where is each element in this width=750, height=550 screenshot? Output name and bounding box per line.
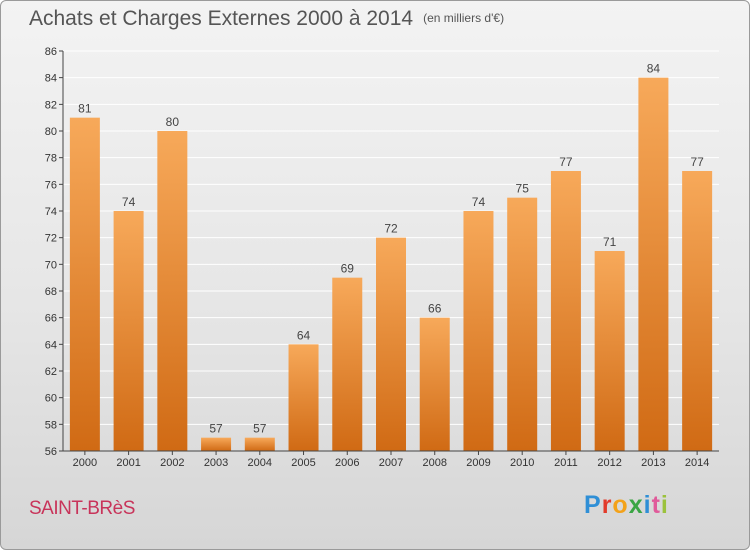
x-tick-label: 2005: [291, 457, 315, 469]
bar-value-label: 80: [166, 115, 180, 129]
x-tick-label: 2004: [248, 457, 272, 469]
x-tick-label: 2011: [554, 457, 578, 469]
x-tick-label: 2009: [466, 457, 490, 469]
bar: [244, 437, 275, 451]
bar: [638, 77, 669, 452]
y-tick-label: 58: [45, 419, 57, 431]
bar: [594, 251, 625, 451]
logo-letter: t: [651, 491, 661, 519]
x-tick-label: 2008: [422, 457, 446, 469]
bar: [419, 317, 450, 451]
bar: [69, 117, 100, 452]
bar: [463, 211, 494, 451]
y-tick-label: 82: [45, 99, 57, 111]
bar-value-label: 57: [253, 422, 267, 436]
bar-value-label: 66: [428, 302, 442, 316]
bar-value-label: 74: [472, 195, 486, 209]
chart-title-text: Achats et Charges Externes 2000 à 2014: [29, 7, 414, 30]
x-tick-label: 2014: [685, 457, 709, 469]
x-tick-label: 2003: [204, 457, 228, 469]
y-tick-label: 64: [45, 339, 57, 351]
bar-value-label: 57: [209, 422, 223, 436]
x-tick-label: 2001: [116, 457, 140, 469]
bar-value-label: 75: [516, 182, 530, 196]
y-tick-label: 62: [45, 366, 57, 378]
chart-unit: (en milliers d'€): [423, 11, 505, 25]
bar-value-label: 77: [559, 155, 573, 169]
y-tick-label: 72: [45, 233, 57, 245]
bar: [550, 171, 581, 451]
bar-value-label: 77: [690, 155, 704, 169]
x-tick-label: 2012: [597, 457, 621, 469]
bar-value-label: 72: [384, 222, 398, 236]
logo-letter: r: [601, 491, 613, 519]
x-tick-label: 2010: [510, 457, 534, 469]
logo-letter: i: [643, 491, 652, 519]
axes: 56 58 60 62 64 66 68 70 72 74 76 78 80 82 84 86 2000 2001…: [45, 46, 719, 469]
bar: [682, 171, 713, 451]
y-tick-label: 80: [45, 126, 57, 138]
bar-value-label: 64: [297, 328, 311, 342]
chart-title: Achats et Charges Externes 2000 à 2014 (e…: [29, 7, 504, 31]
bar-value-label: 81: [78, 102, 92, 116]
y-tick-label: 60: [45, 393, 57, 405]
y-tick-label: 56: [45, 446, 57, 458]
bar: [507, 197, 538, 451]
bar: [113, 211, 144, 451]
y-tick-label: 66: [45, 313, 57, 325]
bar: [288, 344, 319, 451]
y-tick-label: 74: [45, 206, 57, 218]
x-tick-label: 2013: [641, 457, 665, 469]
x-tick-label: 2000: [73, 457, 97, 469]
bar-value-label: 69: [341, 262, 355, 276]
city-name: SAINT-BRèS: [29, 498, 135, 519]
bar-value-label: 74: [122, 195, 136, 209]
y-tick-label: 70: [45, 259, 57, 271]
x-tick-label: 2002: [160, 457, 184, 469]
bar-value-label: 71: [603, 235, 617, 249]
logo-letter: i: [660, 491, 669, 519]
logo-letter: o: [612, 491, 629, 519]
bars: 81 74 80 57 57 64 69 72 66 74 75 77 71 84 77: [69, 62, 713, 452]
y-tick-label: 76: [45, 179, 57, 191]
logo-letter: P: [584, 491, 602, 519]
y-tick-label: 68: [45, 286, 57, 298]
y-tick-label: 84: [45, 73, 57, 85]
proxiti-logo: Proxiti: [584, 491, 669, 520]
x-tick-label: 2006: [335, 457, 359, 469]
y-tick-label: 78: [45, 153, 57, 165]
bar: [376, 237, 406, 451]
x-tick-label: 2007: [379, 457, 403, 469]
y-tick-label: 86: [45, 46, 57, 58]
logo-letter: x: [628, 491, 644, 519]
bar: [201, 437, 232, 451]
bar: [157, 131, 188, 451]
bar: [332, 277, 363, 451]
bar-value-label: 84: [647, 62, 661, 76]
